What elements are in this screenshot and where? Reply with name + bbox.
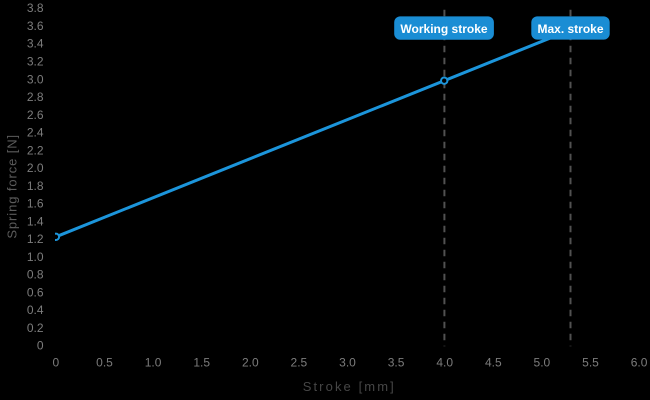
svg-text:2.4: 2.4 — [27, 126, 44, 140]
svg-text:3.6: 3.6 — [27, 19, 44, 33]
svg-text:3.8: 3.8 — [27, 1, 44, 15]
svg-text:3.0: 3.0 — [339, 355, 356, 369]
svg-text:2.5: 2.5 — [291, 355, 308, 369]
svg-text:1.6: 1.6 — [27, 197, 44, 211]
svg-text:2.2: 2.2 — [27, 143, 44, 157]
svg-text:4.0: 4.0 — [436, 355, 453, 369]
svg-text:0: 0 — [37, 339, 44, 353]
svg-text:0: 0 — [53, 355, 60, 369]
svg-text:1.0: 1.0 — [145, 355, 162, 369]
svg-text:3.5: 3.5 — [388, 355, 405, 369]
svg-text:3.4: 3.4 — [27, 37, 44, 51]
svg-text:Stroke [mm]: Stroke [mm] — [303, 379, 396, 394]
svg-text:1.5: 1.5 — [193, 355, 210, 369]
svg-text:Spring force [N]: Spring force [N] — [4, 134, 19, 239]
svg-text:5.0: 5.0 — [534, 355, 551, 369]
svg-text:0.8: 0.8 — [27, 268, 44, 282]
svg-text:2.6: 2.6 — [27, 108, 44, 122]
svg-text:0.6: 0.6 — [27, 285, 44, 299]
svg-text:1.2: 1.2 — [27, 232, 44, 246]
svg-text:1.0: 1.0 — [27, 250, 44, 264]
svg-text:0.4: 0.4 — [27, 303, 44, 317]
svg-text:2.8: 2.8 — [27, 90, 44, 104]
svg-text:1.4: 1.4 — [27, 214, 44, 228]
svg-text:0.2: 0.2 — [27, 321, 44, 335]
svg-text:Max. stroke: Max. stroke — [537, 22, 603, 36]
svg-text:2.0: 2.0 — [242, 355, 259, 369]
svg-text:4.5: 4.5 — [485, 355, 502, 369]
svg-text:3.0: 3.0 — [27, 72, 44, 86]
svg-text:1.8: 1.8 — [27, 179, 44, 193]
svg-text:Working stroke: Working stroke — [400, 22, 487, 36]
svg-text:6.0: 6.0 — [631, 355, 648, 369]
svg-text:2.0: 2.0 — [27, 161, 44, 175]
svg-text:0.5: 0.5 — [96, 355, 113, 369]
svg-text:5.5: 5.5 — [582, 355, 599, 369]
svg-text:3.2: 3.2 — [27, 55, 44, 69]
